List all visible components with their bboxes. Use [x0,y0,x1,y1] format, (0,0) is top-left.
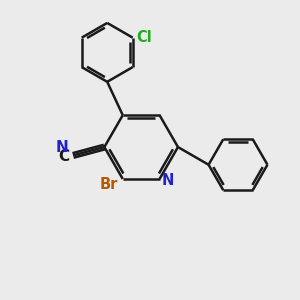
Text: Cl: Cl [136,30,152,45]
Text: N: N [56,140,68,155]
Text: C: C [58,149,70,164]
Text: N: N [162,173,174,188]
Text: Br: Br [100,177,118,192]
